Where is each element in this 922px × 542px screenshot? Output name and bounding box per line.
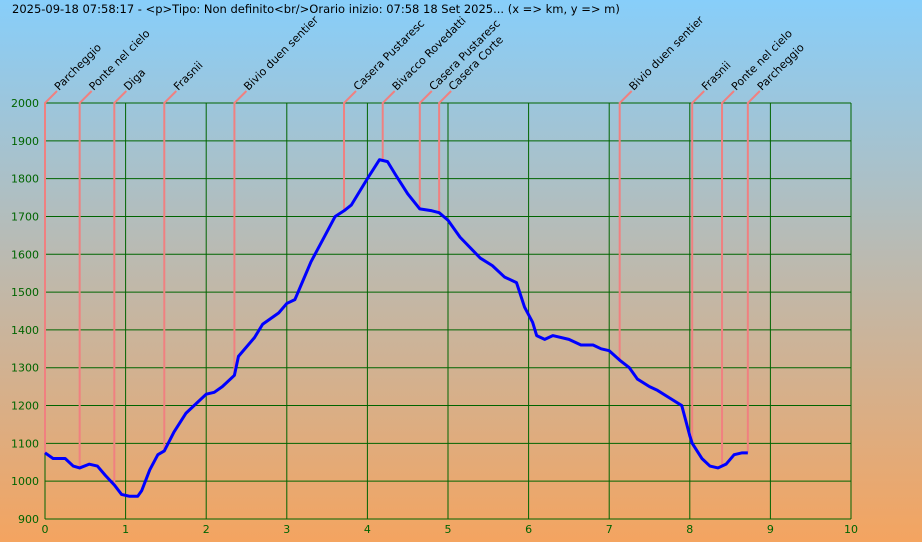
- x-tick-label: 7: [606, 523, 613, 536]
- waypoint-marker: [113, 90, 128, 485]
- y-tick-label: 1200: [11, 400, 39, 413]
- x-tick-label: 5: [445, 523, 452, 536]
- y-tick-label: 1800: [11, 173, 39, 186]
- x-tick-label: 10: [844, 523, 858, 536]
- y-tick-label: 1300: [11, 362, 39, 375]
- waypoint-marker: [418, 90, 433, 209]
- waypoint-marker: [438, 90, 452, 213]
- x-tick-label: 6: [525, 523, 532, 536]
- elevation-line: [44, 158, 748, 498]
- waypoint-marker: [618, 90, 633, 361]
- y-tick-label: 1500: [11, 286, 39, 299]
- waypoint-marker: [381, 90, 396, 161]
- waypoint-label: Casera Pustaresc: [351, 17, 427, 93]
- y-tick-label: 1000: [11, 475, 39, 488]
- waypoint-label: Ponte nel cielo: [87, 27, 153, 93]
- waypoint-label: Frasnii: [171, 59, 205, 93]
- waypoint-marker: [78, 90, 93, 468]
- waypoint-label: Frasnii: [699, 59, 733, 93]
- x-tick-label: 4: [364, 523, 371, 536]
- y-tick-label: 1900: [11, 135, 39, 148]
- waypoint-marker: [44, 90, 58, 453]
- x-tick-label: 9: [767, 523, 774, 536]
- waypoint-marker: [163, 90, 177, 451]
- waypoint-marker: [233, 90, 248, 376]
- y-tick-label: 900: [18, 513, 39, 526]
- y-tick-label: 1400: [11, 324, 39, 337]
- waypoint-marker: [691, 90, 705, 444]
- y-tick-label: 2000: [11, 97, 39, 110]
- y-tick-label: 1100: [11, 437, 39, 450]
- waypoint-label: Bivio duen sentier: [241, 13, 321, 93]
- y-tick-label: 1700: [11, 210, 39, 223]
- waypoint-marker: [746, 90, 761, 453]
- chart-title: 2025-09-18 07:58:17 - <p>Tipo: Non defin…: [12, 2, 620, 16]
- waypoint-marker: [343, 90, 357, 211]
- x-tick-label: 8: [686, 523, 693, 536]
- waypoint-label: Bivio duen sentier: [627, 13, 707, 93]
- x-tick-label: 0: [42, 523, 49, 536]
- x-tick-label: 2: [203, 523, 210, 536]
- waypoint-marker: [721, 90, 735, 467]
- waypoint-label: Diga: [121, 66, 148, 93]
- y-tick-label: 1600: [11, 248, 39, 261]
- x-tick-label: 1: [122, 523, 129, 536]
- x-tick-label: 3: [283, 523, 290, 536]
